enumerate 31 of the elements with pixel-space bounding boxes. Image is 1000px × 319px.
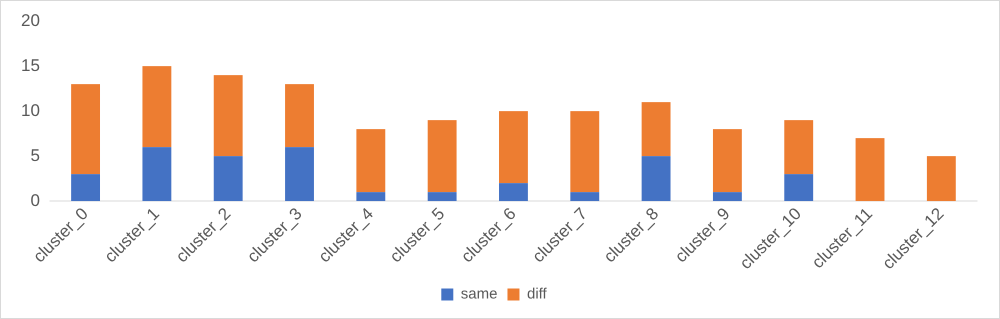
bar bbox=[356, 129, 386, 192]
bar bbox=[428, 120, 457, 192]
bar bbox=[71, 174, 100, 202]
bar bbox=[71, 84, 100, 174]
y-tick-label: 0 bbox=[30, 190, 40, 210]
bar bbox=[570, 111, 600, 192]
bar bbox=[142, 147, 172, 202]
legend-label: diff bbox=[526, 286, 548, 303]
bar bbox=[712, 192, 742, 202]
bar bbox=[642, 156, 671, 202]
bar bbox=[856, 138, 884, 202]
legend-label: same bbox=[460, 286, 498, 303]
y-tick-label: 15 bbox=[20, 56, 40, 75]
bar bbox=[570, 192, 600, 202]
y-tick-label: 10 bbox=[20, 100, 40, 120]
bar bbox=[784, 174, 814, 202]
bar bbox=[642, 102, 671, 156]
bar bbox=[285, 84, 314, 148]
bar bbox=[285, 147, 314, 202]
bar bbox=[142, 66, 172, 148]
bar bbox=[214, 75, 243, 156]
bar bbox=[499, 183, 528, 202]
bar bbox=[784, 120, 814, 174]
bar bbox=[356, 192, 386, 202]
bar bbox=[214, 156, 243, 202]
bar bbox=[428, 192, 457, 202]
bar bbox=[926, 156, 956, 202]
bar bbox=[712, 129, 742, 192]
bar bbox=[499, 111, 528, 184]
y-tick-label: 5 bbox=[30, 146, 40, 165]
y-tick-label: 20 bbox=[20, 10, 40, 30]
